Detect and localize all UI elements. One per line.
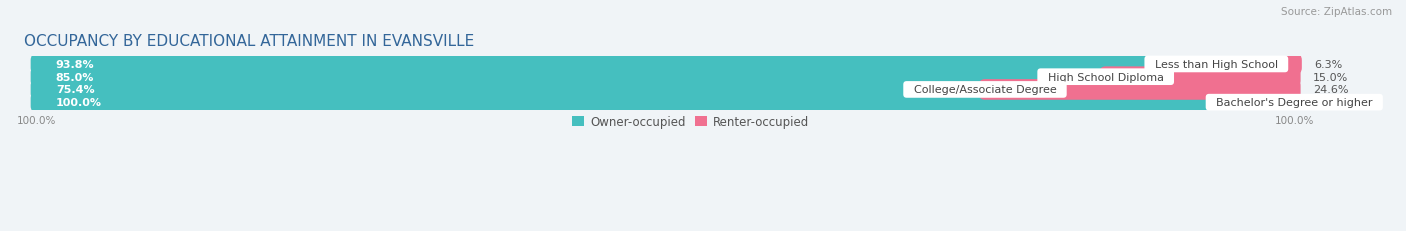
FancyBboxPatch shape	[31, 80, 991, 100]
FancyBboxPatch shape	[31, 54, 1223, 75]
Text: 100.0%: 100.0%	[56, 98, 101, 108]
Text: Bachelor's Degree or higher: Bachelor's Degree or higher	[1209, 98, 1379, 108]
Text: 6.3%: 6.3%	[1315, 60, 1343, 70]
Text: OCCUPANCY BY EDUCATIONAL ATTAINMENT IN EVANSVILLE: OCCUPANCY BY EDUCATIONAL ATTAINMENT IN E…	[24, 33, 475, 48]
Text: 75.4%: 75.4%	[56, 85, 94, 95]
Text: 15.0%: 15.0%	[1313, 72, 1348, 82]
Text: 93.8%: 93.8%	[56, 60, 94, 70]
Text: College/Associate Degree: College/Associate Degree	[907, 85, 1063, 95]
FancyBboxPatch shape	[1099, 67, 1301, 88]
Text: 0.0%: 0.0%	[1313, 98, 1341, 108]
Text: 85.0%: 85.0%	[56, 72, 94, 82]
FancyBboxPatch shape	[31, 67, 1301, 88]
Text: 24.6%: 24.6%	[1313, 85, 1348, 95]
FancyBboxPatch shape	[1211, 54, 1302, 75]
Text: Less than High School: Less than High School	[1147, 60, 1285, 70]
Legend: Owner-occupied, Renter-occupied: Owner-occupied, Renter-occupied	[568, 111, 814, 134]
Text: Source: ZipAtlas.com: Source: ZipAtlas.com	[1281, 7, 1392, 17]
FancyBboxPatch shape	[31, 92, 1301, 113]
Text: High School Diploma: High School Diploma	[1040, 72, 1171, 82]
FancyBboxPatch shape	[31, 80, 1301, 100]
FancyBboxPatch shape	[31, 92, 1301, 113]
FancyBboxPatch shape	[979, 80, 1301, 100]
FancyBboxPatch shape	[31, 67, 1112, 88]
FancyBboxPatch shape	[31, 54, 1301, 75]
